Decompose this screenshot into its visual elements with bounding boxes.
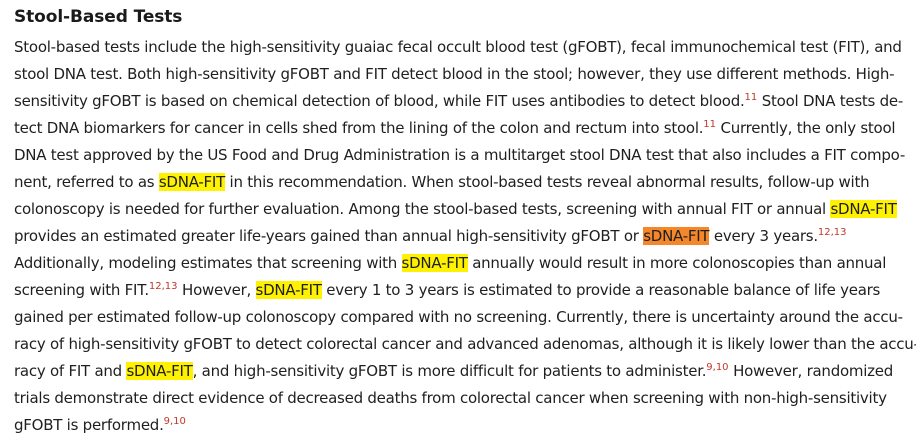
text-line: nent, referred to as sDNA-FIT in this re… bbox=[14, 169, 910, 196]
highlighted-term: sDNA-FIT bbox=[158, 173, 226, 191]
text-line: Stool-based tests include the high-sensi… bbox=[14, 34, 910, 61]
document: Stool-Based Tests Stool-based tests incl… bbox=[14, 6, 916, 439]
reference-superscript[interactable]: 9,10 bbox=[163, 416, 186, 427]
reference-superscript[interactable]: 9,10 bbox=[706, 362, 729, 373]
highlighted-term: sDNA-FIT bbox=[126, 362, 193, 380]
section-heading: Stool-Based Tests bbox=[14, 7, 183, 27]
highlighted-term: sDNA-FIT bbox=[401, 254, 468, 272]
text-line: DNA test approved by the US Food and Dru… bbox=[14, 142, 910, 169]
reference-superscript[interactable]: 11 bbox=[744, 92, 758, 103]
text-segment: in this recommendation. When stool-based… bbox=[225, 173, 870, 191]
text-line: provides an estimated greater life-years… bbox=[14, 223, 910, 250]
text-segment: , and high-sensitivity gFOBT is more dif… bbox=[192, 362, 707, 380]
text-segment: gained per estimated follow-up colonosco… bbox=[14, 308, 903, 326]
text-segment: racy of high-sensitivity gFOBT to detect… bbox=[14, 335, 916, 353]
text-segment: racy of FIT and bbox=[14, 362, 127, 380]
text-line: trials demonstrate direct evidence of de… bbox=[14, 385, 910, 412]
highlighted-term: sDNA-FIT bbox=[830, 200, 897, 218]
text-segment: every 1 to 3 years is estimated to provi… bbox=[321, 281, 881, 299]
text-segment: screening with FIT. bbox=[14, 281, 149, 299]
text-line: sensitivity gFOBT is based on chemical d… bbox=[14, 88, 910, 115]
text-segment: Currently, the only stool bbox=[716, 119, 896, 137]
text-segment: colonoscopy is needed for further evalua… bbox=[14, 200, 831, 218]
text-segment: However, bbox=[177, 281, 256, 299]
text-segment: Additionally, modeling estimates that sc… bbox=[14, 254, 402, 272]
text-segment: gFOBT is performed. bbox=[14, 416, 164, 434]
text-segment: Stool-based tests include the high-sensi… bbox=[14, 38, 902, 56]
text-segment: trials demonstrate direct evidence of de… bbox=[14, 389, 887, 407]
body-paragraph: Stool-based tests include the high-sensi… bbox=[14, 34, 916, 439]
reference-superscript[interactable]: 12,13 bbox=[817, 227, 847, 238]
highlighted-term: sDNA-FIT bbox=[255, 281, 322, 299]
text-segment: provides an estimated greater life-years… bbox=[14, 227, 644, 245]
text-segment: tect DNA biomarkers for cancer in cells … bbox=[14, 119, 704, 137]
text-line: racy of FIT and sDNA-FIT, and high-sensi… bbox=[14, 358, 910, 385]
text-segment: Stool DNA tests de- bbox=[757, 92, 904, 110]
text-line: gained per estimated follow-up colonosco… bbox=[14, 304, 910, 331]
text-line: gFOBT is performed.9,10 bbox=[14, 412, 910, 439]
text-line: tect DNA biomarkers for cancer in cells … bbox=[14, 115, 910, 142]
text-segment: every 3 years. bbox=[709, 227, 818, 245]
text-segment: annually would result in more colonoscop… bbox=[467, 254, 887, 272]
text-segment: However, randomized bbox=[728, 362, 894, 380]
reference-superscript[interactable]: 11 bbox=[703, 119, 717, 130]
highlighted-term-active: sDNA-FIT bbox=[643, 227, 710, 245]
text-line: screening with FIT.12,13 However, sDNA-F… bbox=[14, 277, 910, 304]
reference-superscript[interactable]: 12,13 bbox=[148, 281, 178, 292]
text-segment: stool DNA test. Both high-sensitivity gF… bbox=[14, 65, 895, 83]
text-line: racy of high-sensitivity gFOBT to detect… bbox=[14, 331, 916, 358]
text-line: Additionally, modeling estimates that sc… bbox=[14, 250, 910, 277]
text-line: stool DNA test. Both high-sensitivity gF… bbox=[14, 61, 910, 88]
text-segment: sensitivity gFOBT is based on chemical d… bbox=[14, 92, 745, 110]
text-segment: nent, referred to as bbox=[14, 173, 159, 191]
text-line: colonoscopy is needed for further evalua… bbox=[14, 196, 910, 223]
text-segment: DNA test approved by the US Food and Dru… bbox=[14, 146, 906, 164]
